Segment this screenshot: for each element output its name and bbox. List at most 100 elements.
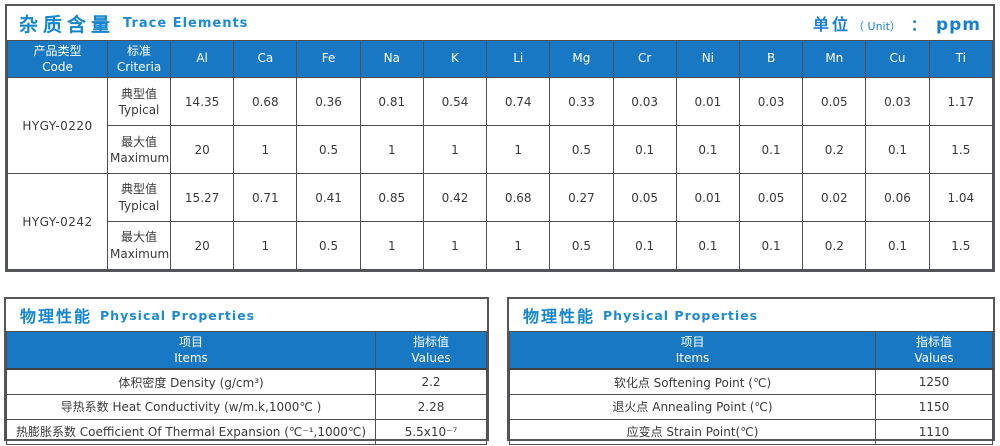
- table-row: 导热系数 Heat Conductivity (w/m.k,1000℃ ) 2.2…: [6, 393, 487, 420]
- property-item-cell: 软化点 Softening Point (℃): [509, 368, 876, 395]
- value-cell-typical-al: 14.35: [169, 77, 235, 127]
- value-cell-typical-ti: 1.04: [928, 173, 994, 223]
- table-row: 软化点 Softening Point (℃) 1250: [509, 368, 993, 395]
- value-cell-maximum-cr: 0.1: [612, 125, 677, 175]
- value-cell-typical-al: 15.27: [169, 173, 235, 223]
- value-cell-maximum-ti: 1.5: [928, 125, 994, 175]
- value-cell-typical-cu: 0.03: [865, 77, 930, 127]
- value-cell-typical-cu: 0.06: [865, 173, 930, 223]
- value-cell-maximum-b: 0.1: [738, 125, 804, 175]
- value-cell-maximum-cu: 0.1: [865, 221, 930, 270]
- table-row: 体积密度 Density (g/cm³) 2.2: [6, 368, 487, 395]
- value-cell-typical-mn: 0.02: [802, 173, 867, 223]
- value-cell-typical-ca: 0.71: [233, 173, 298, 223]
- criteria-maximum-cell-en: Maximum: [110, 150, 170, 165]
- physical-properties-panel-left: 物理性能 Physical Properties 项目 Items 指标值 Valu…: [4, 297, 489, 445]
- column-header-values: 指标值 Values: [875, 331, 993, 371]
- property-item-cell: 导热系数 Heat Conductivity (w/m.k,1000℃ ): [6, 393, 376, 420]
- value-cell-maximum-b: 0.1: [738, 221, 804, 270]
- table-row-typical: HYGY-0242 典型值 Typical 15.27 0.71 0.41 0.85 0.42…: [7, 173, 994, 270]
- criteria-maximum-cell: 最大值 Maximum: [107, 221, 171, 270]
- value-cell-typical-cr: 0.05: [612, 173, 677, 223]
- criteria-maximum-cell-en: Maximum: [110, 246, 170, 261]
- column-header-element-ni: Ni: [675, 39, 740, 79]
- value-cell-typical-b: 0.03: [738, 77, 804, 127]
- value-cell-maximum-k: 1: [422, 221, 488, 270]
- criteria-maximum-cell-zh: 最大值: [120, 230, 157, 245]
- unit-colon: ：: [910, 16, 926, 34]
- physical-left-body: 体积密度 Density (g/cm³) 2.2 导热系数 Heat Conduct…: [6, 368, 487, 445]
- property-item-cell: 应变点 Strain Point(℃): [509, 418, 876, 445]
- value-cell-maximum-li: 1: [486, 221, 551, 270]
- property-item-cell: 退火点 Annealing Point (℃): [509, 393, 876, 420]
- value-cell-maximum-fe: 0.5: [296, 221, 361, 270]
- table-row: 退火点 Annealing Point (℃) 1150: [509, 393, 993, 420]
- property-value-cell: 2.28: [375, 393, 487, 420]
- column-header-criteria: 标准 Criteria: [107, 39, 171, 79]
- criteria-typical-cell-en: Typical: [118, 102, 160, 117]
- table-row-typical: HYGY-0220 典型值 Typical 14.35 0.68 0.36 0.81 0.54…: [7, 77, 994, 175]
- value-cell-typical-k: 0.54: [422, 77, 488, 127]
- column-header-element-ti: Ti: [928, 39, 994, 79]
- value-cell-typical-ca: 0.68: [233, 77, 298, 127]
- column-header-element-k: K: [422, 39, 488, 79]
- table-row: 热膨胀系数 Coefficient Of Thermal Expansion (…: [6, 418, 487, 445]
- property-value-cell: 1250: [875, 368, 993, 395]
- physical-right-title-en: Physical Properties: [603, 307, 759, 323]
- criteria-typical-cell-zh: 典型值: [120, 182, 157, 197]
- physical-properties-table-right: 项目 Items 指标值 Values 软化点 Softening Point (℃…: [509, 331, 993, 445]
- column-header-code: 产品类型 Code: [7, 39, 108, 79]
- property-value-cell: 1110: [875, 418, 993, 445]
- value-cell-typical-li: 0.74: [486, 77, 551, 127]
- value-cell-maximum-cr: 0.1: [612, 221, 677, 270]
- criteria-typical-cell-zh: 典型值: [120, 86, 157, 101]
- value-cell-maximum-al: 20: [169, 125, 235, 175]
- trace-header-row: 产品类型 Code 标准 Criteria Al Ca Fe Na K Li Mg Cr Ni B Mn…: [7, 39, 994, 79]
- value-cell-typical-cr: 0.03: [612, 77, 677, 127]
- physical-right-title-zh: 物理性能: [523, 307, 596, 326]
- value-cell-maximum-na: 1: [359, 221, 424, 270]
- value-cell-typical-na: 0.85: [359, 173, 424, 223]
- column-header-element-li: Li: [486, 39, 551, 79]
- physical-right-body: 软化点 Softening Point (℃) 1250 退火点 Annealing…: [509, 368, 993, 445]
- trace-title-en: Trace Elements: [123, 15, 249, 31]
- column-header-element-cu: Cu: [865, 39, 930, 79]
- column-header-element-cr: Cr: [612, 39, 677, 79]
- value-cell-typical-na: 0.81: [359, 77, 424, 127]
- table-row-maximum: 最大值 Maximum 20 1 0.5 1 1 1 0.5 0.1 0.1 0.1 0.2 0.1 1.5: [8, 221, 994, 270]
- value-cell-maximum-ti: 1.5: [928, 221, 994, 270]
- value-cell-maximum-mg: 0.5: [549, 125, 614, 175]
- product-code-cell: HYGY-0242: [7, 173, 108, 270]
- value-cell-typical-fe: 0.41: [296, 173, 361, 223]
- value-cell-maximum-na: 1: [359, 125, 424, 175]
- value-cell-maximum-ca: 1: [233, 125, 298, 175]
- column-header-element-b: B: [738, 39, 804, 79]
- value-cell-maximum-fe: 0.5: [296, 125, 361, 175]
- value-cell-maximum-k: 1: [422, 125, 488, 175]
- value-cell-typical-ni: 0.01: [675, 173, 740, 223]
- value-cell-typical-ni: 0.01: [675, 77, 740, 127]
- column-header-items: 项目 Items: [6, 331, 376, 371]
- value-cell-typical-ti: 1.17: [928, 77, 994, 127]
- value-cell-typical-b: 0.05: [738, 173, 804, 223]
- value-cell-maximum-ni: 0.1: [675, 221, 740, 270]
- column-header-values: 指标值 Values: [375, 331, 487, 371]
- value-cell-typical-mg: 0.27: [549, 173, 614, 223]
- criteria-typical-cell: 典型值 Typical: [107, 77, 171, 127]
- physical-properties-panel-right: 物理性能 Physical Properties 项目 Items 指标值 Valu…: [507, 297, 995, 445]
- column-header-element-na: Na: [359, 39, 424, 79]
- property-value-cell: 5.5x10⁻⁷: [375, 418, 487, 445]
- unit-en: （ Unit）: [853, 20, 901, 33]
- physical-right-title-bar: 物理性能 Physical Properties: [509, 299, 993, 331]
- value-cell-typical-mn: 0.05: [802, 77, 867, 127]
- trace-elements-table: 产品类型 Code 标准 Criteria Al Ca Fe Na K Li Mg Cr Ni B Mn…: [7, 39, 994, 270]
- criteria-typical-cell-en: Typical: [118, 198, 160, 213]
- column-header-element-ca: Ca: [233, 39, 298, 79]
- column-header-element-mn: Mn: [802, 39, 867, 79]
- trace-elements-title-bar: 杂质含量 Trace Elements 单位 （ Unit） ： ppm: [7, 6, 993, 40]
- unit-value: ppm: [935, 15, 981, 35]
- trace-title-zh: 杂质含量: [19, 13, 116, 36]
- physical-left-title-zh: 物理性能: [20, 307, 93, 326]
- trace-elements-panel: 杂质含量 Trace Elements 单位 （ Unit） ： ppm 产品类…: [5, 4, 995, 272]
- criteria-maximum-cell: 最大值 Maximum: [107, 125, 171, 175]
